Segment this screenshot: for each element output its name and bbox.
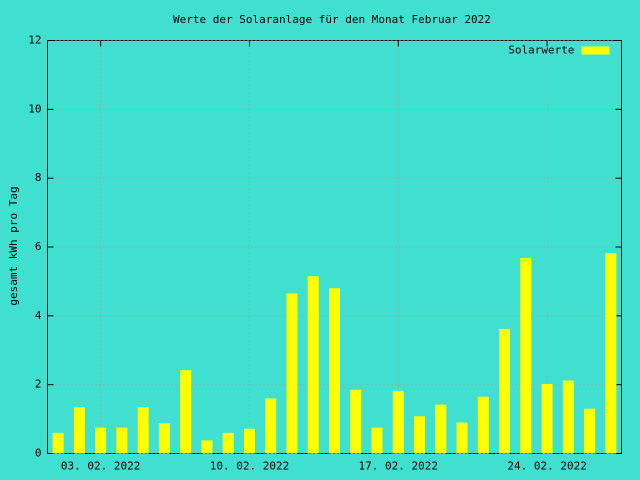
bar <box>158 423 170 454</box>
legend-label: Solarwerte <box>508 44 574 57</box>
bar <box>73 407 85 454</box>
y-tick-label: 2 <box>35 378 42 391</box>
bar <box>329 288 340 454</box>
y-axis-label: gesamt kWh pro Tag <box>7 186 20 305</box>
bar <box>562 380 574 454</box>
bar <box>584 408 596 454</box>
y-tick-label: 8 <box>35 171 42 184</box>
bar <box>605 253 617 454</box>
bar <box>180 370 192 454</box>
bar <box>137 407 149 454</box>
bar <box>222 432 234 454</box>
bar <box>477 396 489 454</box>
bar <box>95 427 107 454</box>
x-tick-label: 03. 02. 2022 <box>61 460 140 473</box>
x-tick-label: 10. 02. 2022 <box>210 460 289 473</box>
bar <box>116 427 128 454</box>
bar <box>456 422 468 454</box>
y-tick-label: 0 <box>35 447 42 460</box>
bar <box>541 383 553 454</box>
bar <box>371 427 383 454</box>
y-tick-label: 12 <box>28 34 41 47</box>
bar <box>520 258 532 454</box>
bar <box>435 404 447 454</box>
y-tick-label: 10 <box>28 102 41 115</box>
bar <box>243 428 255 454</box>
bar <box>392 390 404 454</box>
chart-title: Werte der Solaranlage für den Monat Febr… <box>173 13 491 26</box>
bar <box>499 328 511 454</box>
bar <box>286 293 298 454</box>
x-tick-label: 24. 02. 2022 <box>507 460 586 473</box>
bar <box>414 416 426 454</box>
x-tick-label: 17. 02. 2022 <box>359 460 438 473</box>
legend-swatch <box>581 46 610 55</box>
y-tick-label: 4 <box>35 309 42 322</box>
bar <box>52 432 64 454</box>
bar <box>307 276 319 454</box>
y-tick-label: 6 <box>35 240 42 253</box>
bar <box>265 398 277 454</box>
bar <box>201 440 213 454</box>
bar <box>350 389 362 454</box>
